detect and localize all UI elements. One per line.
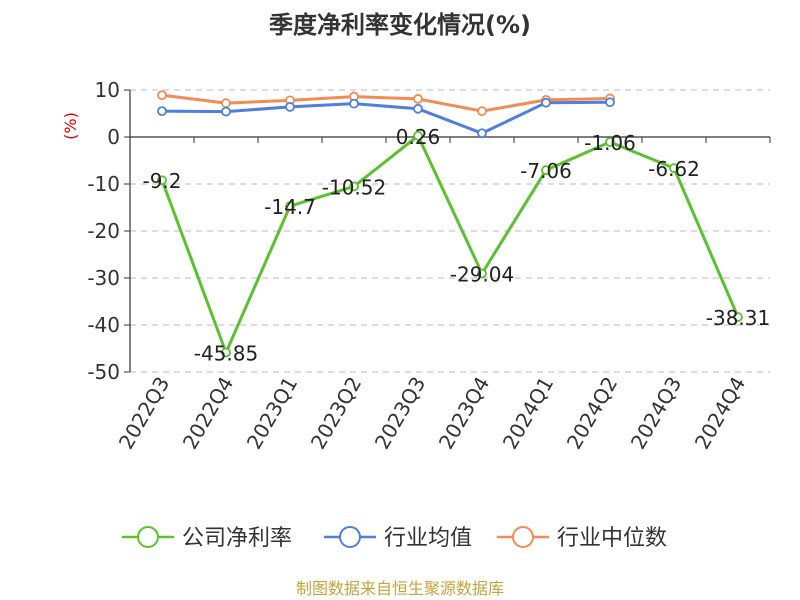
x-tick-label: 2024Q3	[626, 373, 686, 454]
data-point	[349, 98, 359, 109]
x-tick-label: 2024Q2	[562, 373, 622, 454]
y-tick-label: 0	[107, 125, 120, 149]
legend-item-1[interactable]: 行业均值	[324, 526, 472, 551]
x-tick-label: 2022Q3	[114, 373, 174, 454]
x-tick-label: 2023Q2	[306, 373, 366, 454]
series-line-0	[160, 134, 740, 354]
y-tick-label: -30	[87, 266, 120, 290]
y-tick-label: -20	[87, 219, 120, 243]
data-point	[413, 94, 423, 104]
data-point	[605, 137, 615, 147]
data-point	[157, 106, 167, 117]
y-tick-label: -50	[87, 360, 120, 384]
legend-label: 行业均值	[384, 526, 472, 551]
x-tick-label: 2022Q4	[178, 373, 238, 454]
source-note: 制图数据来自恒生聚源数据库	[296, 579, 504, 598]
data-label: -1.06	[584, 131, 636, 155]
legend-item-0[interactable]: 公司净利率	[122, 526, 292, 551]
data-point	[221, 347, 231, 358]
legend-marker	[512, 526, 534, 548]
data-point	[221, 98, 231, 109]
data-label: -7.06	[520, 159, 572, 183]
data-point	[285, 102, 295, 112]
data-point	[157, 90, 167, 101]
data-label: -6.62	[648, 157, 700, 181]
y-axis-ticks: 10 0 -10 -20 -30 -40 -50	[87, 78, 130, 384]
series-layer	[157, 90, 743, 358]
legend-label: 公司净利率	[182, 526, 292, 551]
data-point	[541, 97, 551, 108]
y-tick-label: 10	[95, 78, 120, 102]
x-tick-label: 2023Q4	[434, 373, 494, 454]
y-tick-label: -40	[87, 313, 120, 337]
data-point	[413, 103, 423, 114]
data-point	[605, 97, 615, 108]
chart-title: 季度净利率变化情况(%)	[269, 11, 531, 39]
data-labels: -9.2 -45.85 -14.7-10.52 0.26 -29.04 -7.06 -1.0…	[142, 125, 770, 366]
data-label: -10.52	[322, 175, 386, 199]
data-label: -9.2	[142, 169, 181, 193]
series-line-1	[161, 100, 611, 135]
data-label: -14.7	[264, 195, 316, 219]
data-label: -45.85	[194, 341, 258, 365]
data-point	[477, 106, 487, 117]
data-label: -29.04	[450, 262, 514, 286]
data-point	[221, 106, 231, 117]
data-point	[541, 165, 551, 176]
x-tick-label: 2023Q1	[242, 373, 302, 454]
data-point	[285, 201, 295, 211]
data-point	[413, 130, 423, 141]
data-point	[477, 268, 487, 279]
y-axis-unit-label: (%)	[61, 112, 80, 140]
data-point	[477, 128, 487, 139]
gridlines	[130, 89, 770, 373]
legend-marker	[339, 526, 361, 548]
legend-marker	[137, 526, 159, 548]
legend-item-2[interactable]: 行业中位数	[497, 526, 667, 551]
series-line-2	[161, 93, 611, 113]
data-label: -38.31	[706, 306, 770, 330]
data-point	[157, 175, 167, 186]
data-point	[349, 181, 359, 192]
x-tick-label: 2024Q4	[690, 373, 750, 454]
legend-label: 行业中位数	[557, 526, 667, 551]
legend[interactable]: 公司净利率 行业均值 行业中位数	[122, 526, 667, 551]
data-label: 0.26	[396, 125, 441, 149]
x-tick-label: 2024Q1	[498, 373, 558, 454]
data-point	[669, 163, 679, 174]
y-tick-label: -10	[87, 172, 120, 196]
data-point	[733, 312, 743, 322]
x-tick-label: 2023Q3	[370, 373, 430, 454]
